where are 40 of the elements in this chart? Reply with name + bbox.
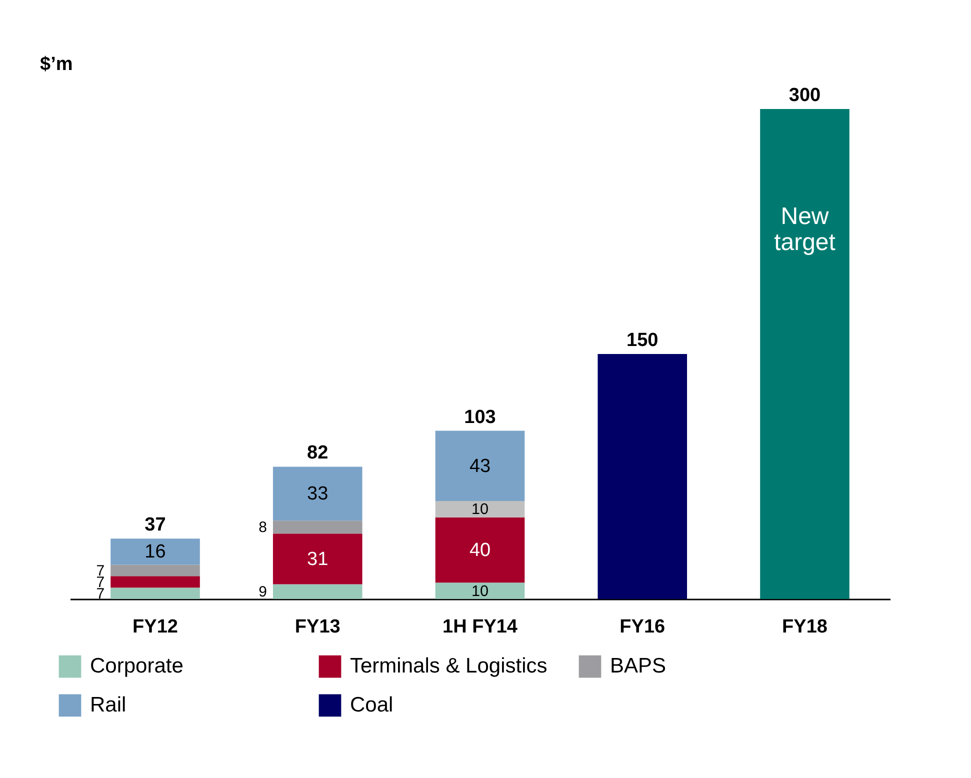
bar (272, 520, 362, 534)
total-label: 82 (307, 442, 328, 464)
total-label: 103 (464, 406, 496, 428)
bar (110, 538, 200, 565)
data-label: 43 (469, 456, 491, 477)
total-label: 150 (626, 330, 658, 351)
annotation: New target (774, 202, 836, 256)
bar (435, 430, 525, 501)
legend-label: Terminals & Logistics (350, 654, 548, 678)
bar (435, 582, 525, 599)
bar (272, 466, 362, 521)
total-label: 37 (144, 514, 166, 536)
legend-label: Corporate (90, 654, 184, 678)
data-label: 9 (258, 584, 267, 601)
x-tick-label: FY12 (132, 616, 178, 638)
bar (272, 534, 362, 584)
bar (435, 501, 525, 518)
data-label: 10 (471, 582, 489, 600)
bar (272, 584, 362, 599)
legend-label: Rail (90, 693, 126, 716)
legend-label: Coal (350, 693, 394, 716)
data-label: 8 (258, 519, 267, 536)
x-tick-label: FY13 (294, 616, 340, 638)
data-label: 40 (469, 540, 491, 561)
bar (598, 354, 688, 599)
x-tick-label: FY18 (782, 616, 828, 638)
bar (110, 564, 200, 576)
y-axis-title: $’m (40, 54, 73, 75)
bar (760, 109, 850, 599)
bar (435, 517, 525, 583)
legend-label: BAPS (610, 654, 666, 678)
x-tick-label: 1H FY14 (442, 616, 518, 638)
total-label: 300 (788, 85, 821, 106)
data-label: 31 (307, 548, 328, 570)
bar (110, 576, 200, 588)
x-tick-label: FY16 (620, 616, 666, 638)
data-label: 16 (144, 542, 166, 563)
data-label: 33 (307, 484, 328, 505)
data-label: 10 (471, 501, 489, 518)
bar (110, 588, 200, 599)
